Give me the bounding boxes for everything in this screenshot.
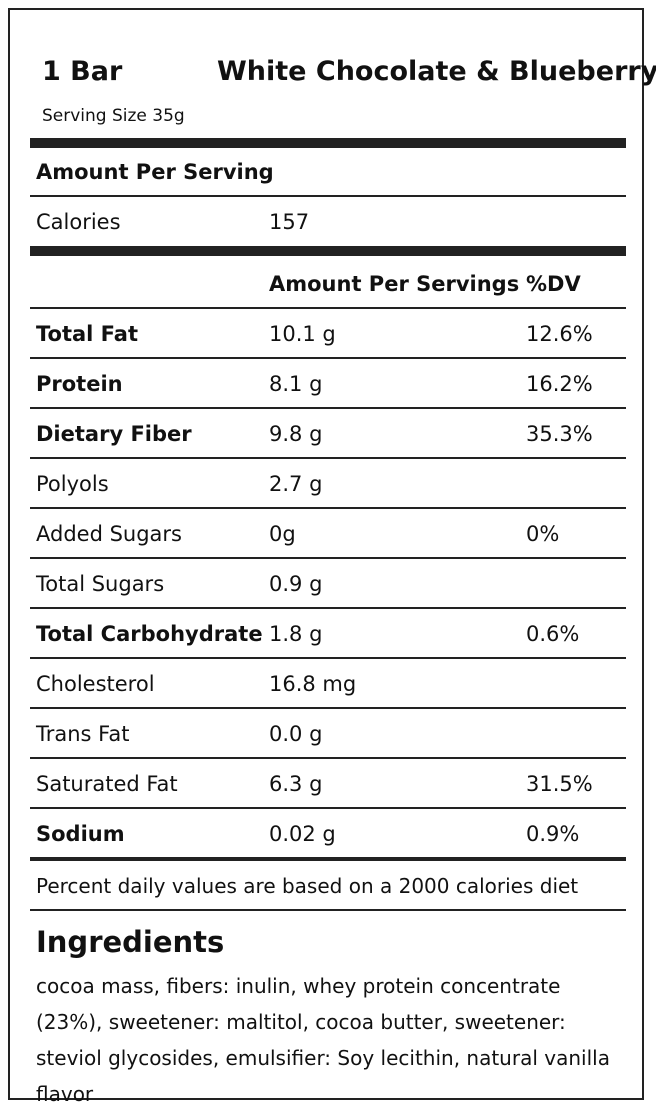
calories-label: Calories	[36, 210, 121, 234]
row-divider	[30, 757, 626, 759]
row-divider	[30, 357, 626, 359]
nutrient-label: Dietary Fiber	[36, 422, 192, 446]
nutrient-dv: 0.6%	[526, 622, 580, 646]
nutrient-label: Total Carbohydrate	[36, 622, 263, 646]
nutrient-amount: 2.7 g	[269, 472, 323, 496]
row-divider	[30, 457, 626, 459]
row-divider	[30, 195, 626, 197]
row-divider	[30, 607, 626, 609]
row-divider	[30, 657, 626, 659]
nutrient-label: Total Sugars	[36, 572, 165, 596]
daily-value-footnote: Percent daily values are based on a 2000…	[36, 874, 579, 898]
nutrient-label: Sodium	[36, 822, 125, 846]
row-divider	[30, 507, 626, 509]
column-header-dv: %DV	[526, 272, 581, 296]
ingredients-title: Ingredients	[36, 925, 225, 959]
nutrient-amount: 10.1 g	[269, 322, 336, 346]
nutrient-label: Total Fat	[36, 322, 139, 346]
column-header-amount: Amount Per Servings	[269, 272, 520, 296]
thick-divider-top	[30, 138, 626, 148]
serving-size: Serving Size 35g	[42, 106, 185, 126]
medium-divider	[30, 857, 626, 861]
row-divider	[30, 307, 626, 309]
calories-value: 157	[269, 210, 310, 234]
nutrient-label: Added Sugars	[36, 522, 182, 546]
nutrient-amount: 1.8 g	[269, 622, 323, 646]
nutrient-label: Protein	[36, 372, 123, 396]
nutrient-amount: 16.8 mg	[269, 672, 357, 696]
amount-per-serving-heading: Amount Per Serving	[36, 160, 274, 184]
nutrient-dv: 31.5%	[526, 772, 593, 796]
nutrient-amount: 0g	[269, 522, 296, 546]
product-name: White Chocolate & Blueberry	[217, 56, 656, 87]
nutrient-dv: 0%	[526, 522, 560, 546]
nutrient-label: Cholesterol	[36, 672, 155, 696]
ingredients-text: cocoa mass, fibers: inulin, whey protein…	[36, 974, 610, 1106]
serving-quantity: 1 Bar	[42, 56, 123, 87]
nutrient-dv: 35.3%	[526, 422, 593, 446]
nutrient-label: Polyols	[36, 472, 109, 496]
nutrient-dv: 0.9%	[526, 822, 580, 846]
thick-divider-calories	[30, 246, 626, 256]
row-divider	[30, 407, 626, 409]
nutrient-dv: 16.2%	[526, 372, 593, 396]
row-divider	[30, 557, 626, 559]
nutrient-amount: 6.3 g	[269, 772, 323, 796]
nutrient-dv: 12.6%	[526, 322, 593, 346]
nutrient-amount: 0.0 g	[269, 722, 323, 746]
nutrient-amount: 8.1 g	[269, 372, 323, 396]
row-divider	[30, 807, 626, 809]
nutrient-label: Trans Fat	[36, 722, 130, 746]
row-divider	[30, 909, 626, 911]
row-divider	[30, 707, 626, 709]
nutrient-amount: 0.02 g	[269, 822, 336, 846]
nutrient-amount: 9.8 g	[269, 422, 323, 446]
nutrient-amount: 0.9 g	[269, 572, 323, 596]
nutrient-label: Saturated Fat	[36, 772, 178, 796]
nutrition-label-frame	[8, 8, 644, 1100]
